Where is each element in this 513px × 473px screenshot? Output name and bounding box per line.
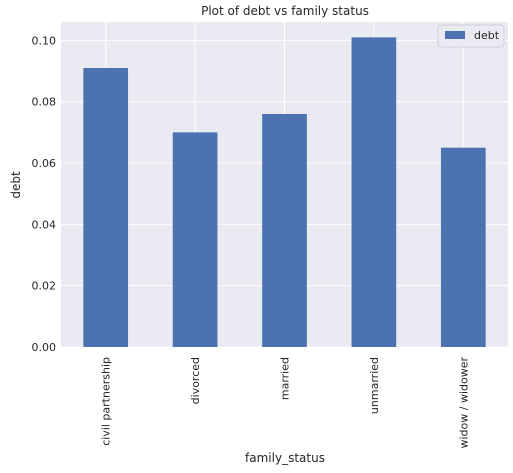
x-axis-label: family_status bbox=[245, 451, 325, 465]
y-tick-label: 0.00 bbox=[32, 341, 57, 354]
x-tick-label: divorced bbox=[189, 357, 202, 404]
legend-swatch-debt bbox=[445, 31, 465, 39]
bars bbox=[83, 37, 486, 347]
y-axis-ticks: 0.00 0.02 0.04 0.06 0.08 0.10 bbox=[32, 34, 57, 354]
bar-divorced bbox=[172, 132, 218, 347]
chart-title: Plot of debt vs family status bbox=[201, 4, 369, 18]
y-axis-label: debt bbox=[9, 171, 23, 199]
bar-unmarried bbox=[351, 37, 397, 347]
y-tick-label: 0.10 bbox=[32, 34, 57, 47]
legend-label-debt: debt bbox=[474, 29, 500, 42]
bar-civil-partnership bbox=[83, 67, 129, 347]
y-tick-label: 0.02 bbox=[32, 280, 57, 293]
y-tick-label: 0.08 bbox=[32, 96, 57, 109]
bar-married bbox=[262, 113, 307, 347]
x-axis-ticks: civil partnership divorced married unmarrie… bbox=[100, 357, 471, 449]
x-tick-label: unmarried bbox=[368, 357, 381, 414]
x-tick-label: civil partnership bbox=[100, 357, 113, 446]
x-tick-label: married bbox=[279, 357, 292, 400]
legend-box bbox=[437, 24, 505, 48]
y-tick-label: 0.06 bbox=[32, 157, 57, 170]
bar-widow-widower bbox=[440, 147, 486, 347]
legend: debt bbox=[437, 24, 505, 48]
x-tick-label: widow / widower bbox=[457, 357, 470, 449]
y-tick-label: 0.04 bbox=[32, 218, 57, 231]
